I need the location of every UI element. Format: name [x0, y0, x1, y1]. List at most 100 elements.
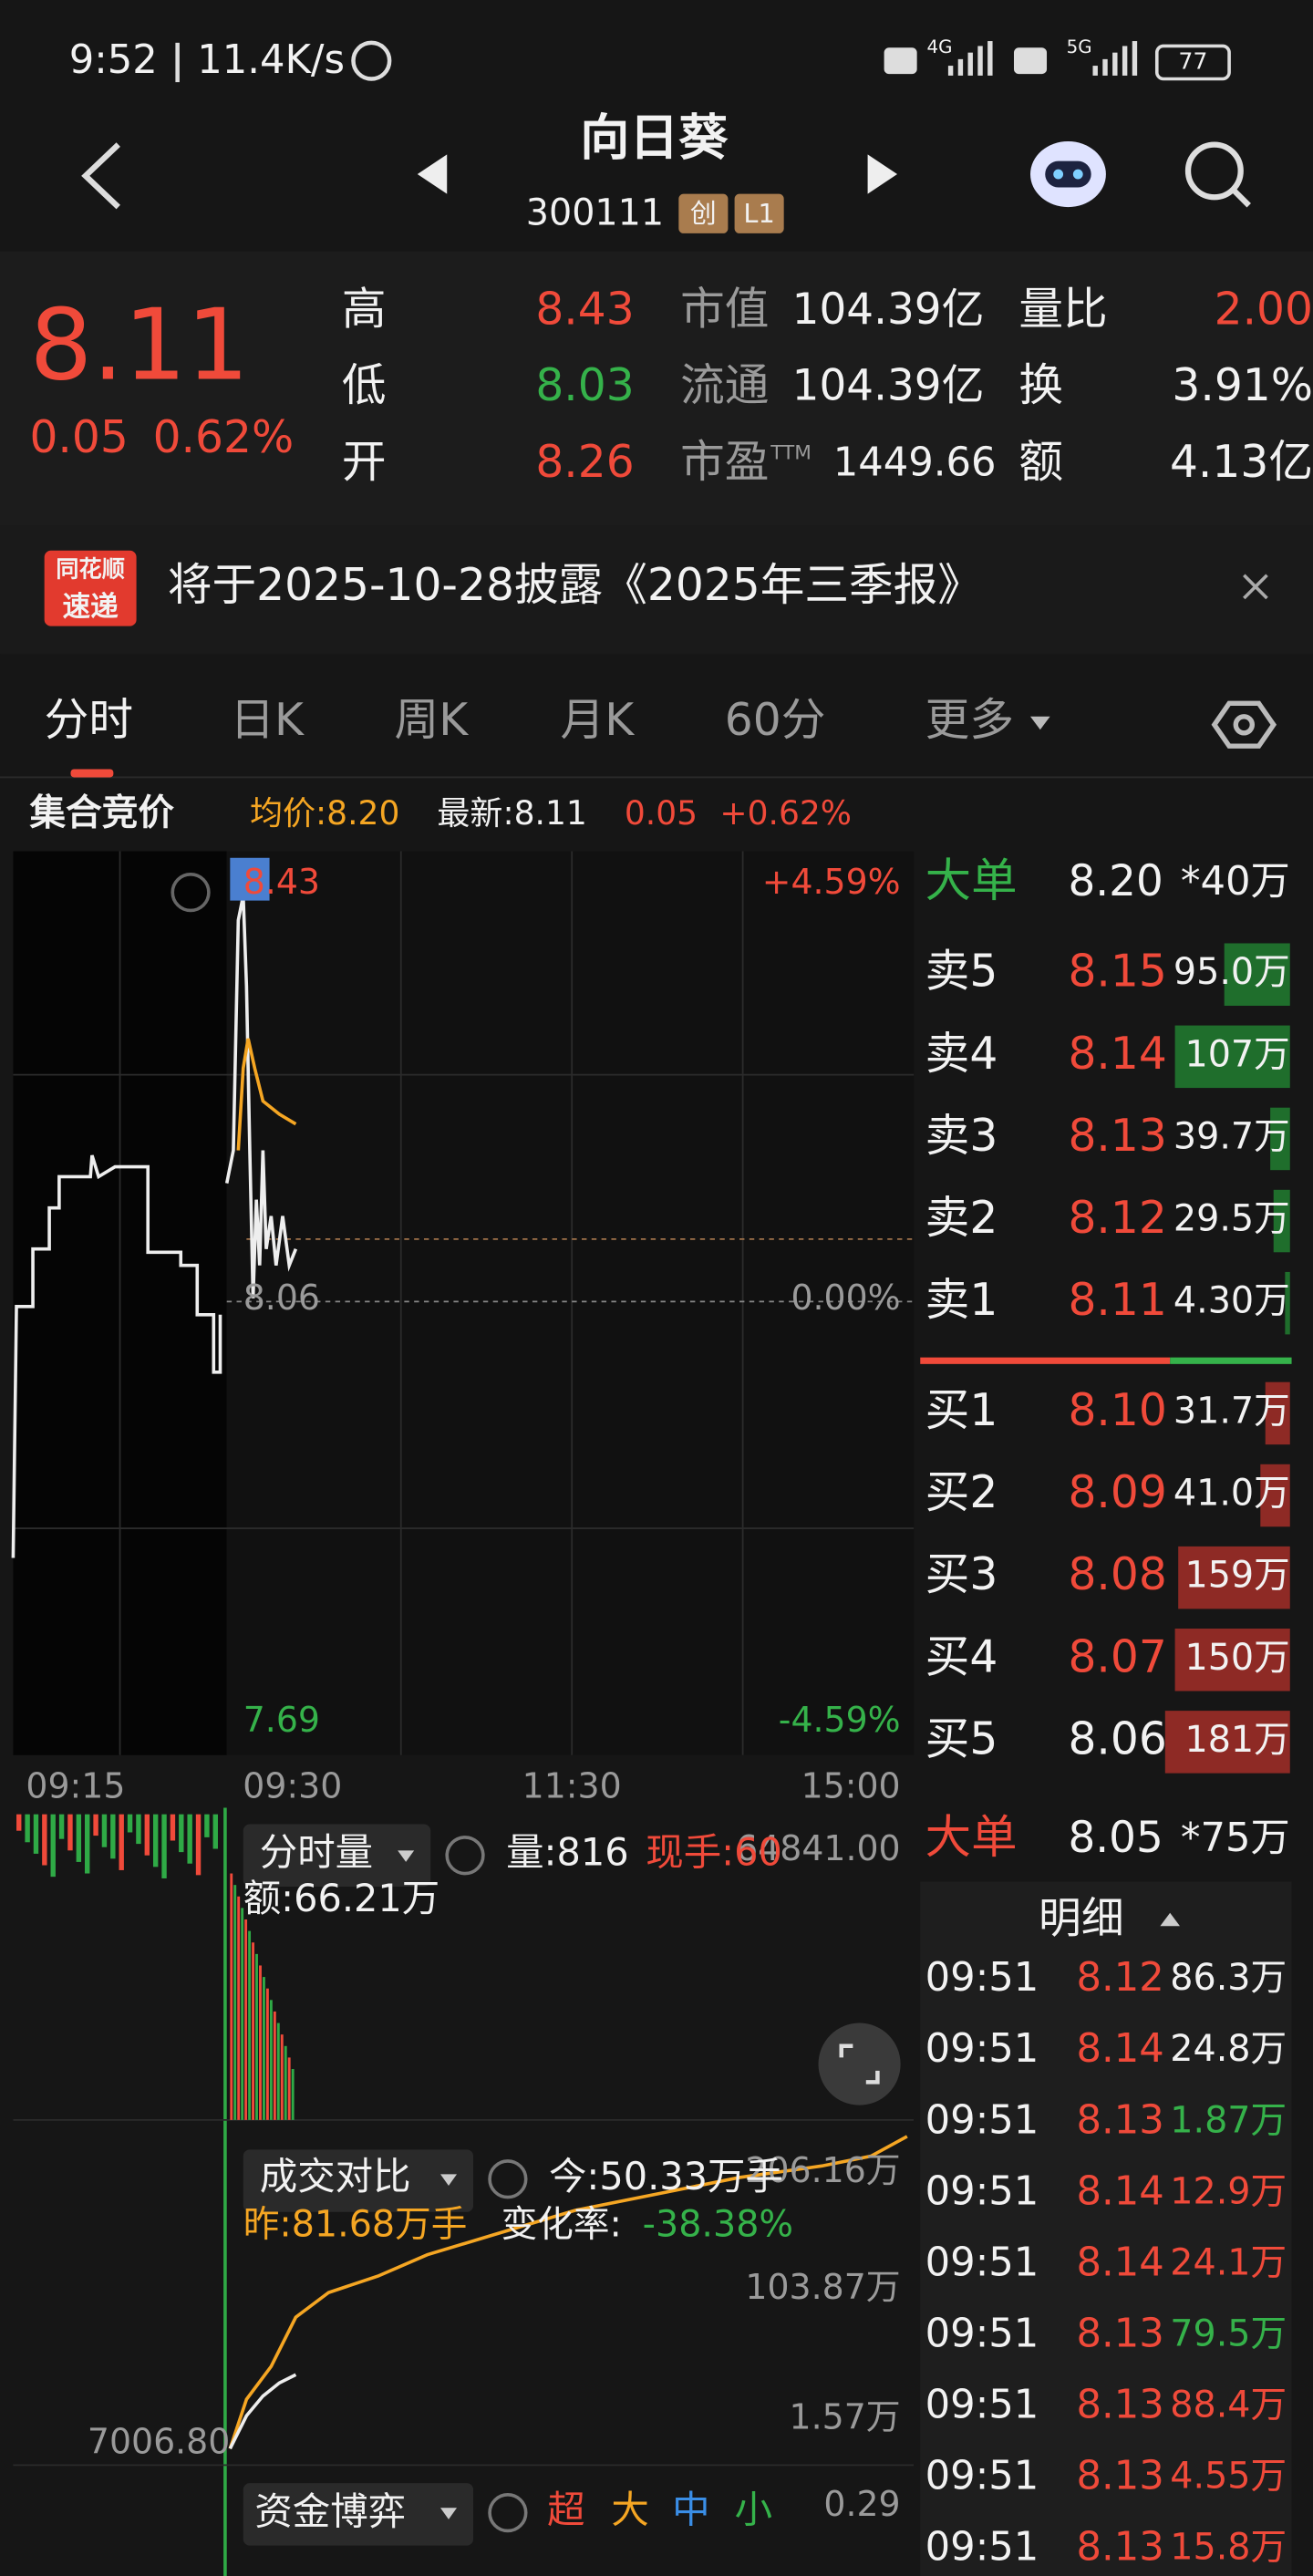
stat-label: 低: [342, 360, 387, 411]
bid-depth-bar: [1178, 1546, 1290, 1609]
trade-volume: 24.1万: [1170, 2241, 1287, 2283]
dropdown-bg[interactable]: [243, 2483, 474, 2546]
yesterday-line: [228, 2135, 908, 2449]
detail-title[interactable]: 明细: [1039, 1894, 1124, 1943]
stat-label-suffix: TTM: [770, 441, 812, 464]
volume-bar: [187, 1814, 192, 1864]
order-volume: 181万: [1184, 1719, 1289, 1761]
order-price: 8.09: [1068, 1467, 1166, 1518]
volume-bar: [76, 1814, 82, 1862]
volume-bar: [269, 2000, 273, 2120]
volume-bar: [263, 1977, 265, 2120]
ask-depth-bar: [1273, 1189, 1290, 1253]
trade-time: 09:51: [925, 2168, 1039, 2214]
order-level: 卖1: [925, 1275, 998, 1326]
funds-small: 小: [735, 2488, 772, 2532]
status-time: 9:52: [69, 37, 158, 83]
help-icon[interactable]: [171, 872, 211, 913]
search-button[interactable]: [1184, 141, 1251, 208]
tab[interactable]: 60分: [725, 695, 826, 746]
volume-bar: [273, 2011, 276, 2120]
compare-top: 206.16万: [745, 2150, 900, 2190]
volume-bar: [33, 1814, 39, 1854]
close-notice-button[interactable]: [1243, 574, 1268, 600]
volume-bar: [58, 1814, 65, 1839]
trade-time: 09:51: [925, 2026, 1039, 2072]
prev-stock-button[interactable]: [417, 154, 448, 194]
trade-price: 8.13: [1076, 2382, 1163, 2427]
next-stock-button[interactable]: [867, 154, 898, 194]
funds-medium: 中: [672, 2488, 709, 2532]
volume-bar: [244, 1919, 248, 2120]
bid-depth-bar: [1260, 1464, 1290, 1527]
trade-time: 09:51: [925, 2524, 1039, 2570]
signal-icons: [884, 41, 1138, 76]
time-label: 09:15: [26, 1765, 125, 1805]
trade-price: 8.13: [1076, 2524, 1163, 2570]
detail-panel: [920, 1881, 1292, 2576]
volume-bar: [101, 1814, 108, 1847]
volume-label: 分时量: [260, 1831, 373, 1875]
volume-bar: [195, 1814, 202, 1876]
volume-bar: [280, 2034, 284, 2120]
ask-depth-bar: [1270, 1107, 1290, 1171]
volume-bar: [170, 1814, 176, 1841]
notice-logo-text: 速递: [62, 591, 119, 623]
latest-change: 0.05: [625, 795, 698, 833]
today-line: [228, 2373, 297, 2450]
stat-label: 开: [342, 437, 387, 488]
axis-high: 8.43: [243, 862, 320, 902]
volume-bar: [152, 1814, 159, 1867]
help-icon: [488, 2492, 528, 2533]
stat-value: 3.91%: [1172, 360, 1313, 411]
compare-mid: 103.87万: [745, 2267, 900, 2307]
volume-amount: 量:816: [506, 1831, 629, 1875]
ask-depth-bar: [1285, 1271, 1290, 1335]
tab-indicator: [70, 769, 114, 778]
order-price: 8.15: [1068, 947, 1166, 998]
ask-depth-bar: [1224, 943, 1290, 1006]
bid-depth-bar: [1164, 1711, 1290, 1774]
network-label: 4G: [926, 36, 952, 57]
volume-bar: [204, 1814, 210, 1837]
assistant-button[interactable]: [1030, 140, 1106, 208]
tab[interactable]: 分时: [45, 695, 133, 746]
tab[interactable]: 周K: [395, 695, 470, 746]
volume-bar: [161, 1814, 167, 1878]
order-volume: 107万: [1184, 1033, 1289, 1075]
expand-icon: [839, 2043, 880, 2085]
volume-bar: [179, 1814, 184, 1853]
trade-time: 09:51: [925, 2311, 1039, 2356]
trade-price: 8.13: [1076, 2453, 1163, 2498]
latest-percent: +0.62%: [719, 795, 852, 833]
order-price: 8.14: [1068, 1029, 1166, 1080]
trade-time: 09:51: [925, 1955, 1039, 2001]
settings-button[interactable]: [1211, 700, 1277, 749]
stat-label: 流通: [680, 360, 769, 411]
order-level: 买3: [925, 1549, 998, 1600]
order-price: 8.06: [1068, 1713, 1166, 1764]
stat-label: 额: [1018, 437, 1063, 488]
back-button[interactable]: [81, 142, 120, 210]
volume-bar: [25, 1814, 30, 1843]
axis-low: 7.69: [243, 1700, 320, 1740]
tab[interactable]: 更多: [925, 695, 1014, 746]
tab[interactable]: 日K: [230, 695, 305, 746]
time-label: 11:30: [522, 1765, 622, 1805]
dropdown-bg[interactable]: [243, 1824, 431, 1887]
dropdown-bg[interactable]: [243, 2149, 474, 2212]
expand-button[interactable]: [818, 2023, 901, 2105]
volume-bar: [144, 1814, 150, 1856]
trade-price: 8.12: [1076, 1955, 1163, 2001]
volume-bar: [136, 1814, 141, 1845]
bid-depth-bar: [1174, 1629, 1290, 1691]
stat-value: 8.43: [535, 284, 634, 335]
volume-max: 64841.00: [736, 1828, 901, 1868]
price-change-percent: 0.62%: [153, 412, 295, 463]
big-order-price: 8.20: [1068, 857, 1163, 906]
trade-time: 09:51: [925, 2097, 1039, 2143]
stat-value: 1449.66: [833, 440, 997, 486]
volume-bar: [67, 1814, 73, 1851]
tab[interactable]: 月K: [561, 695, 636, 746]
